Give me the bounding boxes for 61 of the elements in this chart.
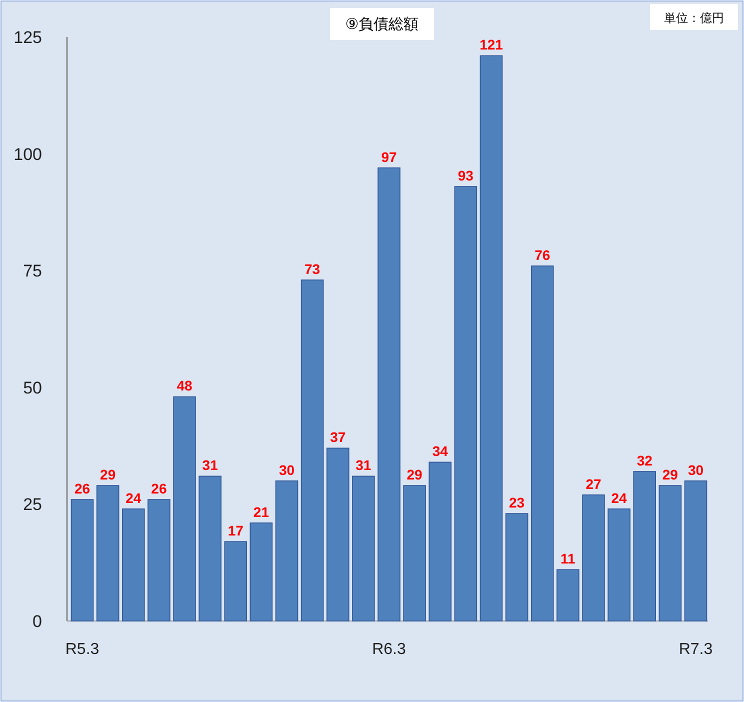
bar [96, 485, 120, 622]
x-tick-label: R6.3 [372, 641, 406, 658]
data-label: 48 [176, 378, 193, 394]
bar [454, 186, 478, 622]
x-tick-label: R5.3 [65, 641, 100, 658]
data-label: 29 [100, 466, 116, 483]
bar [658, 485, 682, 622]
bar [224, 541, 248, 622]
data-label: 24 [126, 490, 142, 506]
data-label: 121 [480, 36, 504, 53]
bar [70, 499, 94, 622]
bar [326, 448, 350, 622]
data-label: 11 [560, 550, 576, 567]
bar [173, 396, 196, 622]
y-tick-label: 50 [23, 378, 42, 398]
bar [530, 266, 554, 622]
bar [352, 476, 375, 622]
chart-title: ⑨負債総額 [345, 16, 419, 33]
data-label: 30 [278, 462, 295, 478]
bar [148, 499, 170, 622]
y-tick-label: 25 [23, 495, 42, 514]
data-label: 93 [458, 168, 474, 184]
y-tick-label: 125 [14, 28, 42, 47]
bar [633, 471, 656, 622]
bar [403, 485, 426, 622]
bar [505, 513, 528, 622]
data-label: 21 [253, 504, 270, 520]
data-label: 97 [381, 148, 397, 165]
bar [275, 480, 298, 622]
bar [684, 480, 708, 622]
text: 単位：億円 [664, 11, 724, 25]
data-label: 31 [202, 457, 218, 474]
data-label: 17 [228, 522, 244, 539]
y-tick-label: 100 [14, 144, 42, 164]
data-label: 37 [330, 429, 346, 446]
data-label: 30 [688, 462, 704, 478]
data-label: 76 [534, 246, 550, 263]
bar [122, 508, 145, 622]
bar [608, 508, 630, 622]
data-label: 73 [304, 260, 320, 277]
bar [198, 476, 222, 622]
data-label: 26 [74, 480, 90, 497]
y-tick-label: 75 [23, 262, 42, 281]
bar [250, 522, 273, 622]
data-label: 32 [636, 452, 653, 468]
data-label: 31 [356, 457, 372, 474]
bar [428, 462, 452, 622]
data-label: 26 [151, 480, 167, 497]
data-label: 29 [406, 466, 423, 483]
x-tick-label: R7.3 [678, 641, 713, 658]
bar [556, 569, 580, 622]
bar [300, 280, 324, 622]
data-label: 34 [432, 443, 448, 460]
data-label: 27 [586, 476, 602, 492]
data-label: 29 [662, 466, 678, 483]
data-label: 23 [509, 494, 525, 511]
bar [378, 167, 400, 622]
data-label: 24 [611, 490, 628, 506]
bar [582, 494, 605, 622]
bar [480, 55, 503, 622]
y-tick-label: 0 [32, 612, 42, 631]
